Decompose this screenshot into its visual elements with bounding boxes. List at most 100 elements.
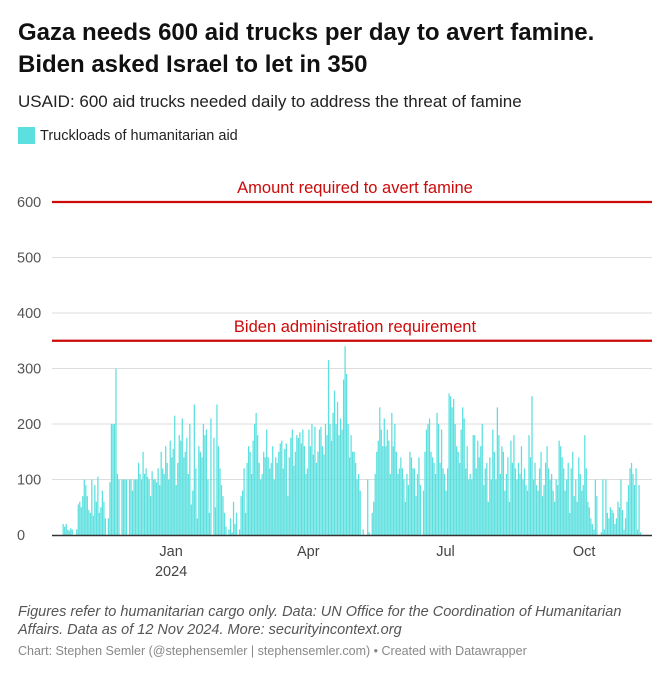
bar — [314, 426, 316, 535]
bar — [317, 451, 319, 535]
bar — [222, 496, 224, 535]
bar — [543, 485, 545, 535]
bar — [529, 457, 532, 535]
bar — [109, 482, 111, 535]
legend-swatch — [18, 127, 35, 144]
bar — [443, 473, 446, 535]
bar — [318, 429, 321, 535]
bar — [82, 496, 84, 535]
bar — [534, 462, 536, 535]
bar — [492, 429, 494, 535]
bar — [71, 529, 73, 535]
bar — [275, 457, 277, 535]
bar — [566, 479, 568, 535]
bar — [254, 424, 256, 535]
bar — [213, 437, 215, 536]
bar — [312, 454, 315, 535]
bar — [247, 446, 250, 535]
bar — [232, 501, 235, 535]
bar — [156, 482, 158, 535]
bar — [383, 418, 385, 535]
bar — [493, 451, 495, 535]
bar — [489, 457, 491, 535]
bar — [422, 490, 425, 535]
bar — [272, 446, 274, 535]
bar — [463, 418, 465, 535]
bar — [299, 432, 301, 535]
bar — [582, 485, 584, 535]
bar — [180, 440, 182, 535]
bar — [633, 485, 636, 535]
bar — [490, 479, 492, 535]
bar — [477, 440, 479, 535]
bar — [632, 473, 634, 535]
bar — [624, 518, 627, 535]
bar — [287, 496, 289, 535]
x-tick-label: Jul — [436, 544, 455, 560]
bar — [183, 457, 185, 535]
bar — [424, 451, 426, 535]
bar — [581, 490, 583, 535]
bar — [638, 485, 640, 535]
bar — [380, 429, 382, 535]
bar — [639, 532, 642, 535]
bar — [241, 490, 244, 535]
bar — [142, 451, 144, 535]
bar — [605, 479, 607, 535]
bar — [511, 462, 514, 535]
bar — [621, 510, 624, 535]
bar — [575, 479, 577, 535]
bar — [554, 501, 556, 535]
bar — [520, 446, 523, 535]
bar — [118, 479, 120, 535]
y-tick-label: 600 — [17, 195, 41, 211]
bar — [419, 485, 422, 535]
bar — [502, 451, 505, 535]
bar — [394, 424, 396, 535]
bar — [460, 429, 462, 535]
bar — [555, 479, 557, 535]
bar — [442, 468, 444, 535]
bar — [290, 437, 292, 536]
bar — [433, 462, 435, 535]
bar — [64, 526, 66, 535]
bar — [264, 457, 266, 535]
bar — [561, 457, 563, 535]
bar — [94, 485, 96, 535]
bar — [358, 473, 360, 535]
bar — [403, 479, 405, 535]
bar — [593, 529, 595, 535]
bar — [276, 462, 278, 535]
bar — [367, 479, 369, 535]
bar — [303, 446, 306, 535]
bar — [457, 451, 459, 535]
bar — [617, 501, 619, 535]
bar — [263, 451, 265, 535]
bar — [603, 529, 606, 535]
bar — [336, 401, 339, 535]
bar — [163, 473, 165, 535]
bar — [115, 368, 117, 535]
bar — [505, 473, 508, 535]
bar — [602, 479, 604, 535]
bar — [478, 457, 480, 535]
bar — [261, 473, 263, 535]
bar — [564, 490, 566, 535]
bar — [468, 479, 470, 535]
y-tick-label: 100 — [17, 473, 41, 489]
bar — [85, 485, 87, 535]
bar — [526, 490, 529, 535]
bar — [86, 496, 88, 535]
bar — [281, 440, 283, 535]
legend: Truckloads of humanitarian aid — [18, 127, 238, 144]
bar — [217, 446, 220, 535]
bar — [395, 451, 397, 535]
bar — [547, 468, 550, 535]
bar — [560, 446, 562, 535]
bar — [269, 468, 271, 535]
bar — [615, 518, 618, 535]
bar — [552, 490, 554, 535]
bar — [68, 530, 70, 535]
bar — [620, 479, 622, 535]
bar — [439, 462, 441, 535]
